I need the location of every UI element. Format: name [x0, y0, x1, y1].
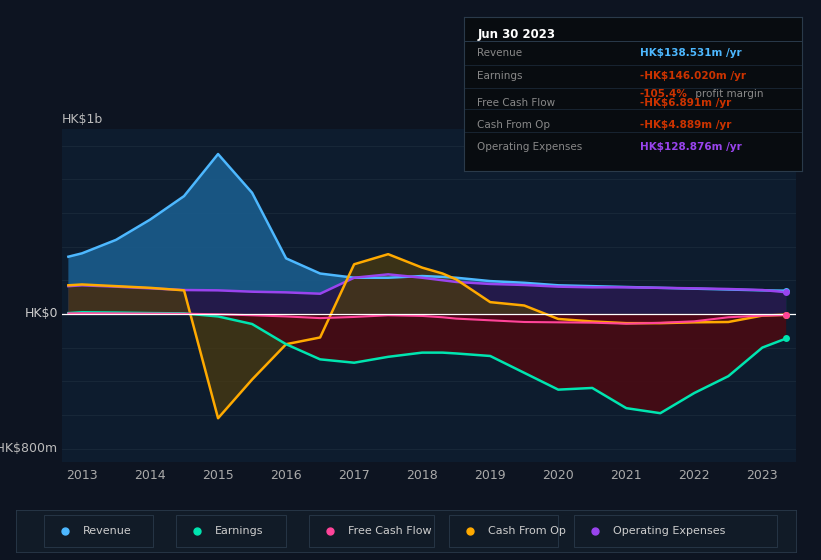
Text: Operating Expenses: Operating Expenses [477, 142, 583, 152]
Text: -HK$800m: -HK$800m [0, 442, 58, 455]
Text: Free Cash Flow: Free Cash Flow [477, 99, 556, 109]
Text: Free Cash Flow: Free Cash Flow [348, 526, 432, 535]
Text: Cash From Op: Cash From Op [477, 120, 550, 130]
Text: -HK$6.891m /yr: -HK$6.891m /yr [640, 99, 731, 109]
Text: HK$128.876m /yr: HK$128.876m /yr [640, 142, 741, 152]
Text: Earnings: Earnings [215, 526, 264, 535]
Text: HK$0: HK$0 [25, 307, 58, 320]
Text: HK$138.531m /yr: HK$138.531m /yr [640, 48, 741, 58]
Text: Revenue: Revenue [83, 526, 131, 535]
Text: -HK$146.020m /yr: -HK$146.020m /yr [640, 71, 745, 81]
Text: Cash From Op: Cash From Op [488, 526, 566, 535]
Text: -HK$4.889m /yr: -HK$4.889m /yr [640, 120, 732, 130]
Text: Jun 30 2023: Jun 30 2023 [477, 27, 555, 40]
Text: HK$1b: HK$1b [62, 113, 103, 126]
Text: profit margin: profit margin [692, 89, 764, 99]
Text: Revenue: Revenue [477, 48, 522, 58]
Text: -105.4%: -105.4% [640, 89, 688, 99]
Text: Earnings: Earnings [477, 71, 523, 81]
Text: Operating Expenses: Operating Expenses [613, 526, 726, 535]
